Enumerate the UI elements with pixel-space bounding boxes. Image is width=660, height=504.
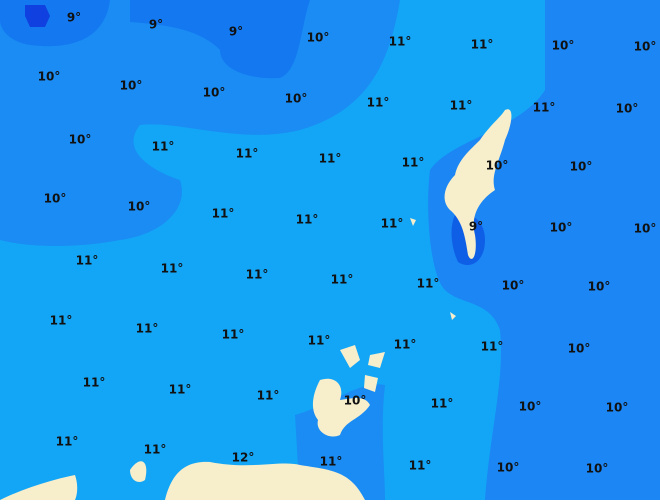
temperature-label: 11°: [394, 338, 417, 352]
sea-8: [25, 5, 50, 27]
temperature-label: 12°: [232, 451, 255, 465]
temperature-label: 11°: [481, 340, 504, 354]
orkney: [312, 345, 385, 437]
temperature-label: 10°: [486, 159, 509, 173]
temperature-label: 10°: [606, 401, 629, 415]
temperature-label: 10°: [128, 200, 151, 214]
temperature-label: 10°: [38, 70, 61, 84]
temperature-label: 11°: [409, 459, 432, 473]
sea-10-west: [0, 0, 400, 246]
temperature-label: 11°: [222, 328, 245, 342]
temperature-label: 9°: [229, 25, 243, 39]
temperature-label: 10°: [497, 461, 520, 475]
temperature-label: 9°: [149, 18, 163, 32]
temperature-label: 10°: [120, 79, 143, 93]
temperature-label: 11°: [246, 268, 269, 282]
temperature-label: 10°: [552, 39, 575, 53]
temperature-label: 11°: [161, 262, 184, 276]
temperature-label: 10°: [307, 31, 330, 45]
temperature-label: 11°: [76, 254, 99, 268]
temperature-label: 10°: [550, 221, 573, 235]
shetland: [444, 109, 512, 259]
temperature-label: 11°: [308, 334, 331, 348]
temperature-label: 10°: [519, 400, 542, 414]
temperature-label: 11°: [212, 207, 235, 221]
temperature-label: 10°: [616, 102, 639, 116]
temperature-label: 11°: [236, 147, 259, 161]
temperature-label: 10°: [69, 133, 92, 147]
temperature-label: 10°: [586, 462, 609, 476]
temperature-label: 11°: [431, 397, 454, 411]
temperature-label: 11°: [367, 96, 390, 110]
temperature-label: 11°: [533, 101, 556, 115]
temperature-label: 11°: [257, 389, 280, 403]
temperature-label: 10°: [502, 279, 525, 293]
temperature-label: 11°: [83, 376, 106, 390]
sea-10-east: [428, 0, 660, 500]
temperature-label: 10°: [44, 192, 67, 206]
temperature-label: 10°: [344, 394, 367, 408]
temperature-label: 11°: [471, 38, 494, 52]
temperature-label: 11°: [50, 314, 73, 328]
temperature-label: 11°: [56, 435, 79, 449]
temperature-label: 11°: [319, 152, 342, 166]
temperature-label: 11°: [331, 273, 354, 287]
temperature-label: 11°: [136, 322, 159, 336]
temperature-label: 10°: [568, 342, 591, 356]
temperature-label: 11°: [402, 156, 425, 170]
temperature-label: 10°: [285, 92, 308, 106]
temperature-label: 9°: [67, 11, 81, 25]
temperature-label: 11°: [417, 277, 440, 291]
temperature-label: 11°: [296, 213, 319, 227]
temperature-label: 11°: [144, 443, 167, 457]
temperature-label: 10°: [203, 86, 226, 100]
temperature-label: 11°: [169, 383, 192, 397]
temperature-label: 10°: [634, 222, 657, 236]
temperature-label: 10°: [634, 40, 657, 54]
temperature-label: 10°: [570, 160, 593, 174]
sea-9-n: [130, 0, 310, 79]
temperature-label: 11°: [320, 455, 343, 469]
temperature-label: 9°: [469, 220, 483, 234]
temperature-label: 11°: [450, 99, 473, 113]
temperature-label: 11°: [389, 35, 412, 49]
temperature-label: 11°: [152, 140, 175, 154]
temperature-label: 11°: [381, 217, 404, 231]
temperature-label: 10°: [588, 280, 611, 294]
